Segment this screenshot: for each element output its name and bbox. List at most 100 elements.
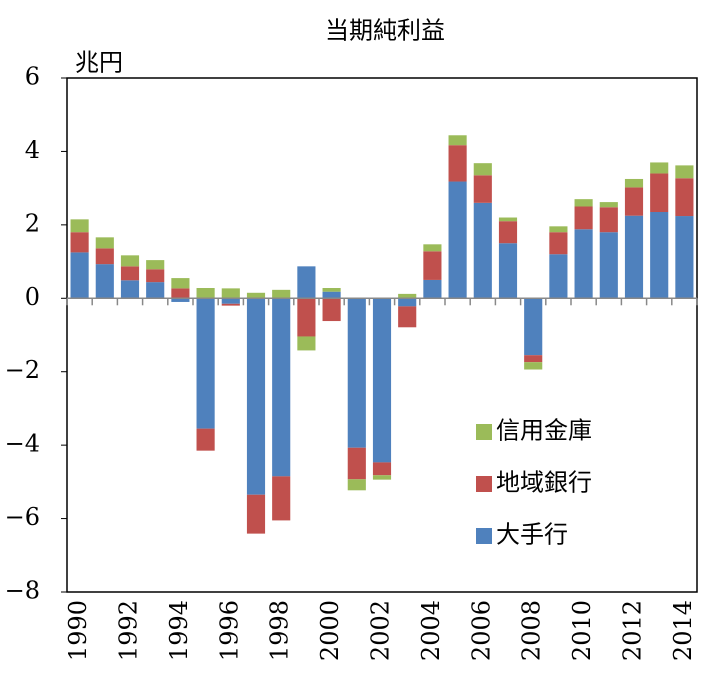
bar-segment: [322, 298, 341, 322]
bar-segment: [398, 293, 417, 299]
bar-segment: [272, 476, 291, 521]
bar-segment: [473, 163, 492, 176]
bar-segment: [221, 298, 240, 304]
bar-segment: [146, 260, 165, 270]
y-tick-label: 6: [25, 63, 40, 91]
x-tick-label: 2002: [367, 600, 395, 661]
bar-segment: [272, 298, 291, 477]
bar-segment: [347, 479, 366, 491]
bar-segment: [120, 280, 140, 299]
x-tick-label: 2010: [568, 600, 596, 661]
bar-segment: [372, 298, 392, 463]
y-unit: 兆円: [75, 49, 123, 77]
bar-segment: [70, 252, 89, 299]
bar-segment: [246, 494, 266, 534]
bar-segment: [70, 232, 89, 253]
x-tick-label: 2006: [467, 600, 495, 661]
y-tick-label: −8: [5, 577, 40, 605]
bar-segment: [347, 447, 366, 480]
y-tick-label: 4: [25, 136, 40, 164]
bar-segment: [574, 199, 593, 207]
bar-segment: [120, 255, 140, 267]
bar-segment: [549, 232, 568, 255]
x-tick-label: 1996: [215, 600, 243, 661]
bar-segment: [171, 298, 190, 302]
bar-segment: [599, 232, 618, 299]
bar-segment: [146, 282, 165, 299]
bar-segment: [524, 355, 543, 363]
bar-segment: [498, 221, 518, 244]
bar-segment: [372, 462, 392, 476]
bar-segment: [171, 288, 190, 299]
bar-segment: [448, 181, 467, 299]
bar-segment: [448, 145, 467, 182]
bar-segment: [398, 306, 417, 328]
legend-label: 信用金庫: [496, 417, 592, 445]
bar-segment: [372, 475, 392, 480]
y-tick-label: −4: [5, 430, 40, 458]
plot-frame: [66, 77, 698, 593]
bar-segment: [675, 165, 694, 179]
bar-segment: [675, 178, 694, 217]
bar-segment: [146, 269, 165, 283]
x-tick-label: 2004: [417, 600, 445, 661]
bar-segment: [574, 206, 593, 230]
bar-segment: [196, 428, 215, 451]
bar-segment: [70, 219, 89, 233]
bar-segment: [473, 202, 492, 299]
bar-segment: [624, 187, 644, 216]
legend-swatch: [476, 476, 492, 492]
bar-segment: [95, 248, 114, 265]
bar-segment: [246, 292, 266, 299]
bar-segment: [398, 298, 417, 307]
bar-segment: [297, 298, 316, 337]
x-tick-label: 1990: [64, 600, 92, 661]
y-tick-label: −6: [5, 503, 40, 531]
bar-segment: [650, 212, 669, 299]
chart-title: 当期純利益: [325, 17, 445, 45]
bar-segment: [297, 266, 316, 299]
bar-segment: [524, 362, 543, 370]
bar-segment: [272, 289, 291, 299]
bar-segment: [196, 298, 215, 429]
x-tick-label: 1998: [266, 600, 294, 661]
x-tick-label: 1992: [115, 600, 143, 661]
bar-segment: [524, 298, 543, 356]
bar-segment: [650, 173, 669, 213]
bar-segment: [675, 216, 694, 299]
bar-segment: [473, 175, 492, 203]
bar-segment: [95, 237, 114, 249]
bar-segment: [423, 251, 442, 280]
y-tick-label: 2: [25, 209, 40, 237]
legend-swatch: [476, 424, 492, 440]
bar-segment: [448, 135, 467, 146]
bar-segment: [498, 217, 518, 222]
bar-segment: [624, 215, 644, 299]
bar-segment: [423, 279, 442, 299]
bar-segment: [549, 254, 568, 299]
x-tick-label: 2008: [518, 600, 546, 661]
bar-segment: [221, 303, 240, 306]
bar-segment: [650, 162, 669, 174]
bar-segment: [574, 229, 593, 299]
y-tick-label: 0: [25, 283, 40, 311]
x-tick-label: 2014: [669, 600, 697, 661]
bar-segment: [297, 336, 316, 351]
bar-segment: [120, 266, 140, 281]
bar-segment: [196, 288, 215, 299]
bar-segment: [624, 178, 644, 188]
bar-segment: [423, 244, 442, 252]
bar-segment: [599, 202, 618, 208]
bar-segment: [347, 298, 366, 448]
bar-segment: [95, 264, 114, 299]
bar-segment: [498, 243, 518, 299]
y-tick-label: −2: [5, 356, 40, 384]
x-tick-label: 1994: [165, 600, 193, 661]
bar-segment: [599, 207, 618, 233]
bar-segment: [322, 288, 341, 292]
bar-segment: [322, 291, 341, 299]
bar-segment: [221, 288, 240, 299]
legend-label: 大手行: [496, 521, 568, 549]
bar-segment: [171, 278, 190, 289]
